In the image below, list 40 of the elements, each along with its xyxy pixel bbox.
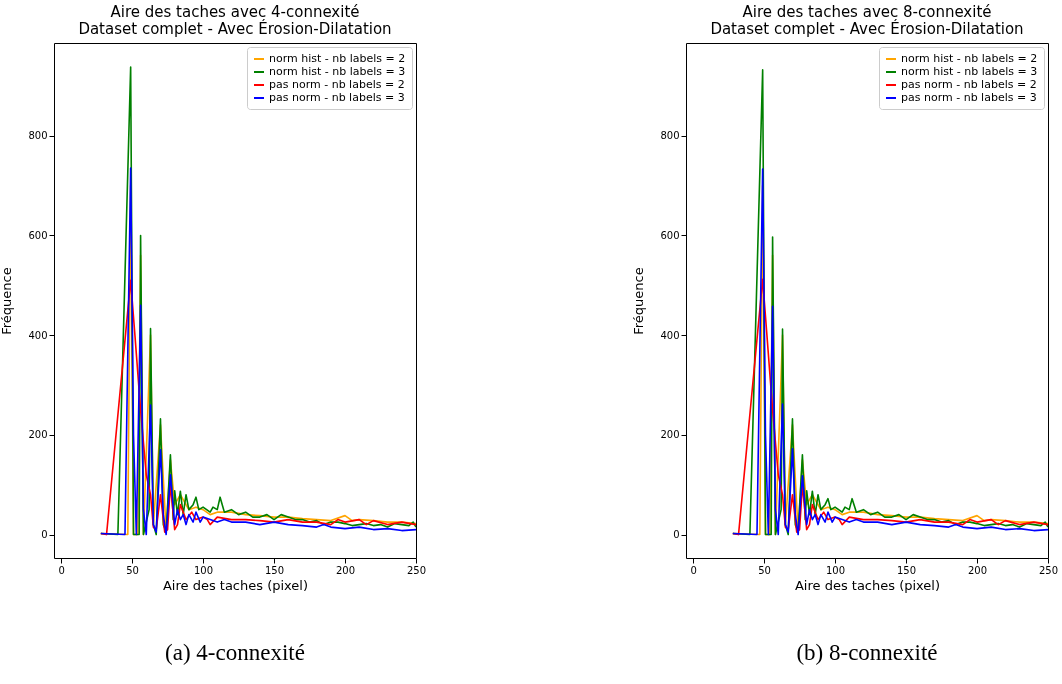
y-tick-label: 600: [28, 229, 48, 241]
x-tick-label: 250: [1038, 564, 1059, 576]
x-axis-title: Aire des taches (pixel): [162, 577, 309, 593]
y-tick-label: 600: [660, 229, 680, 241]
chart-subtitle: Dataset complet - Avec Érosion-Dilatation: [78, 19, 392, 38]
legend-label: pas norm - nb labels = 3: [269, 91, 405, 104]
y-tick-label: 800: [660, 130, 680, 142]
y-axis-title: Fréquence: [0, 267, 15, 335]
legend-label: pas norm - nb labels = 3: [901, 91, 1037, 104]
line-series: [732, 278, 1048, 536]
x-axis-title: Aire des taches (pixel): [794, 577, 941, 593]
text: (b) 8-connexité: [796, 640, 938, 665]
y-tick-label: 0: [41, 529, 48, 541]
legend-label: norm hist - nb labels = 2: [269, 52, 406, 65]
y-tick-label: 400: [28, 329, 48, 341]
x-tick-label: 100: [194, 564, 214, 576]
y-tick-label: 200: [660, 429, 680, 441]
legend-label: norm hist - nb labels = 2: [901, 52, 1038, 65]
y-tick-label: 400: [660, 329, 680, 341]
legend-label: pas norm - nb labels = 2: [901, 78, 1037, 91]
x-tick-label: 50: [126, 564, 139, 576]
x-tick-label: 0: [690, 564, 697, 576]
line-series: [100, 279, 416, 536]
chart-subtitle: Dataset complet - Avec Érosion-Dilatation: [710, 19, 1024, 38]
legend-label: norm hist - nb labels = 3: [901, 65, 1038, 78]
text: (a) 4-connexité: [165, 640, 305, 665]
x-tick-label: 100: [826, 564, 846, 576]
x-tick-label: 0: [58, 564, 65, 576]
y-tick-label: 0: [673, 529, 680, 541]
y-tick-label: 200: [28, 429, 48, 441]
legend-label: pas norm - nb labels = 2: [269, 78, 405, 91]
legend-label: norm hist - nb labels = 3: [269, 65, 406, 78]
x-tick-label: 200: [967, 564, 988, 576]
x-tick-label: 150: [896, 564, 917, 576]
y-axis-title: Fréquence: [631, 267, 647, 335]
x-tick-label: 250: [406, 564, 427, 576]
y-tick-label: 800: [28, 130, 48, 142]
x-tick-label: 200: [335, 564, 356, 576]
x-tick-label: 50: [758, 564, 771, 576]
x-tick-label: 150: [264, 564, 285, 576]
